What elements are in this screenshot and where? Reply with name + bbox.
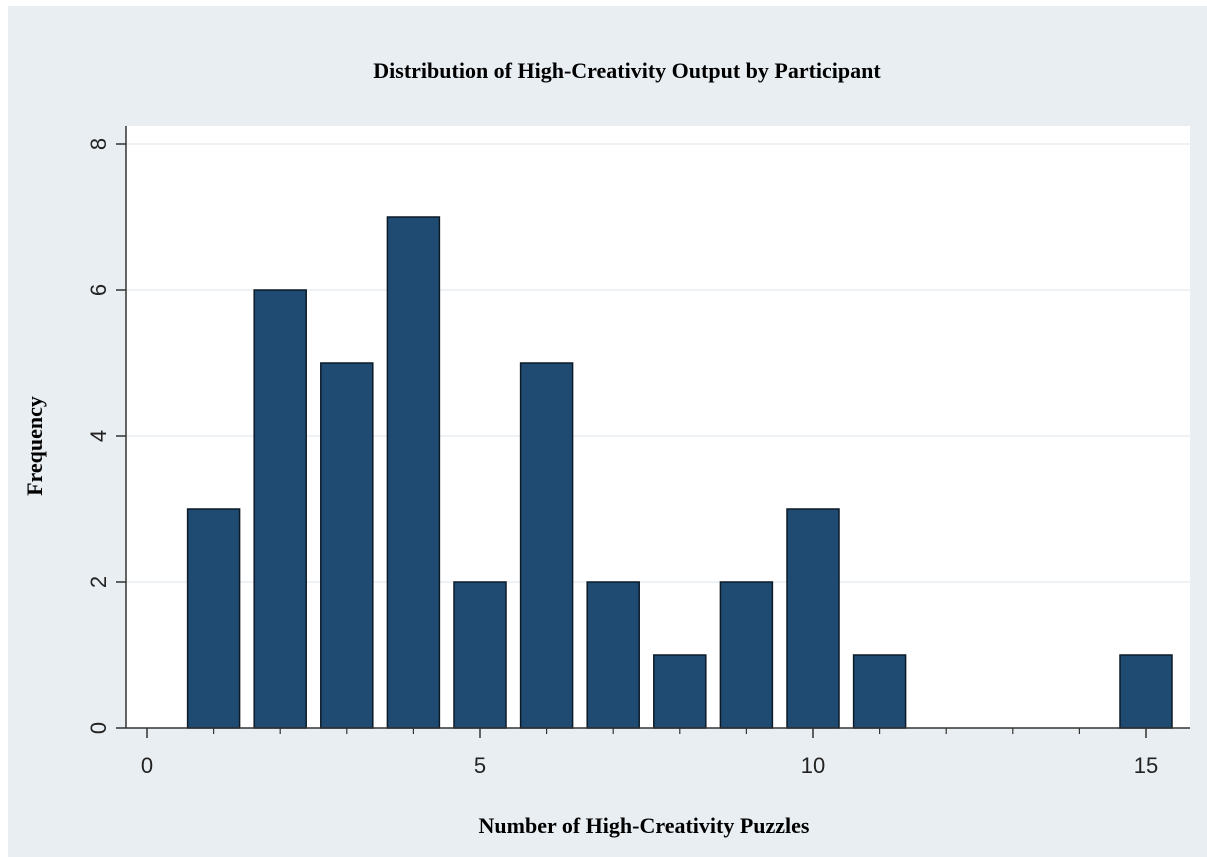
bar-x-9 bbox=[719, 581, 774, 729]
bar-x-8 bbox=[653, 654, 707, 729]
chart-title: Distribution of High-Creativity Output b… bbox=[373, 58, 881, 83]
bar-x-3 bbox=[320, 362, 374, 729]
ticks: 0 2 4 6 8 0 5 10 15 bbox=[86, 138, 1158, 778]
bar-x-11 bbox=[852, 654, 907, 729]
x-axis-label: Number of High-Creativity Puzzles bbox=[479, 813, 810, 838]
bar-x-4 bbox=[386, 216, 441, 729]
bar-x-7 bbox=[586, 581, 640, 729]
bar-x-1 bbox=[186, 508, 241, 729]
x-tick-label-0: 0 bbox=[141, 753, 153, 778]
bar-x-2 bbox=[253, 289, 307, 729]
bar-x-10 bbox=[786, 508, 840, 729]
bar-x-5 bbox=[453, 581, 507, 729]
y-tick-label-0: 0 bbox=[86, 722, 111, 734]
y-tick-label-6: 6 bbox=[86, 284, 111, 296]
y-tick-label-2: 2 bbox=[86, 576, 111, 588]
y-tick-label-4: 4 bbox=[86, 430, 111, 442]
y-tick-label-8: 8 bbox=[86, 138, 111, 150]
bar-x-6 bbox=[519, 362, 574, 729]
y-axis-label: Frequency bbox=[22, 396, 47, 496]
x-tick-label-10: 10 bbox=[801, 753, 825, 778]
x-tick-label-5: 5 bbox=[474, 753, 486, 778]
bar-x-15 bbox=[1119, 654, 1173, 729]
x-tick-label-15: 15 bbox=[1134, 753, 1158, 778]
